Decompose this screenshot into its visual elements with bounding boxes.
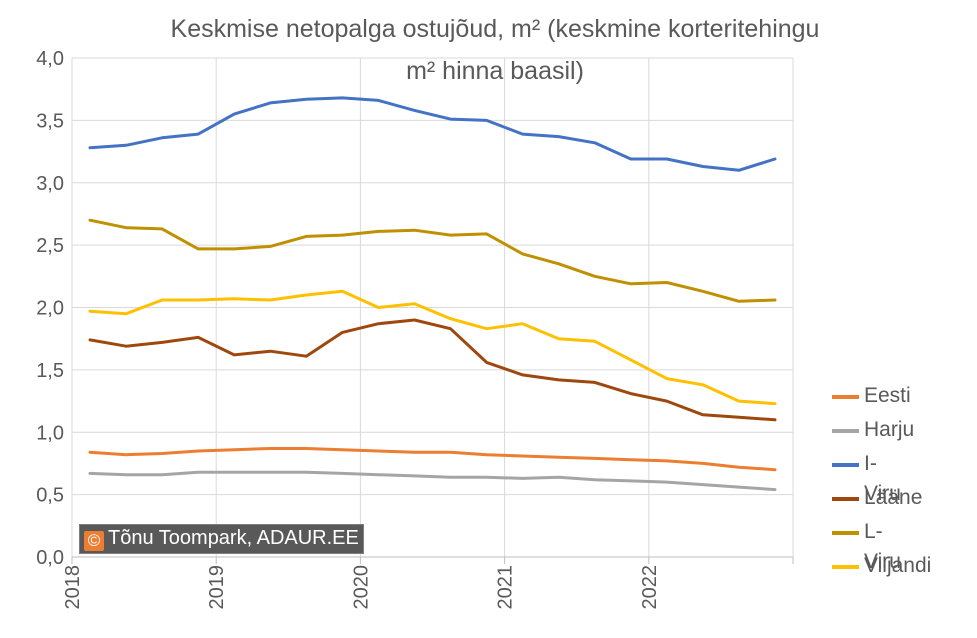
x-tick-label: 2022 xyxy=(639,565,661,610)
y-tick-label: 4,0 xyxy=(36,48,64,70)
x-tick-label: 2020 xyxy=(350,565,372,610)
y-tick-label: 0,0 xyxy=(36,547,64,569)
legend-label: Viljandi xyxy=(864,554,932,577)
series-lines xyxy=(88,96,777,492)
y-tick-label: 1,5 xyxy=(36,360,64,382)
copyright-badge: © Tõnu Toompark, ADAUR.EE xyxy=(79,524,364,554)
axes: 0,0 0,5 1,0 1,5 2,0 2,5 3,0 3,5 4,0 2018 2019 2020 2… xyxy=(36,48,794,610)
series-line-i-viru xyxy=(88,96,777,172)
legend-label: Harju xyxy=(864,418,915,441)
legend-label: Eesti xyxy=(864,384,911,407)
x-tick-label: 2021 xyxy=(495,565,517,610)
x-tick-label: 2019 xyxy=(206,565,228,610)
legend-swatch xyxy=(832,531,859,535)
series-line-l-ne xyxy=(88,318,777,422)
series-line-eesti xyxy=(88,447,777,472)
y-tick-label: 3,0 xyxy=(36,173,64,195)
legend-swatch xyxy=(832,497,859,501)
series-line-l-viru xyxy=(88,218,777,303)
y-tick-label: 0,5 xyxy=(36,485,64,507)
y-tick-label: 3,5 xyxy=(36,110,64,132)
y-tick-label: 1,0 xyxy=(36,422,64,444)
chart-title-line2: m² hinna baasil) xyxy=(406,57,584,85)
y-tick-label: 2,5 xyxy=(36,235,64,257)
y-tick-label: 2,0 xyxy=(36,298,64,320)
series-line-viljandi xyxy=(88,289,777,406)
legend-swatch xyxy=(832,565,859,569)
copyright-icon: © xyxy=(84,531,104,551)
x-tick-label: 2018 xyxy=(62,565,84,610)
legend-swatch xyxy=(832,395,859,399)
series-line-harju xyxy=(88,470,777,492)
legend-label: Lääne xyxy=(864,486,923,509)
legend-label: I-Viru xyxy=(864,452,901,505)
legend-swatch xyxy=(832,463,859,467)
legend-swatch xyxy=(832,429,859,433)
legend-label: L-Viru xyxy=(864,520,901,573)
chart-title-line1: Keskmise netopalga ostujõud, m² (keskmin… xyxy=(170,15,820,43)
copyright-text: Tõnu Toompark, ADAUR.EE xyxy=(108,527,359,549)
